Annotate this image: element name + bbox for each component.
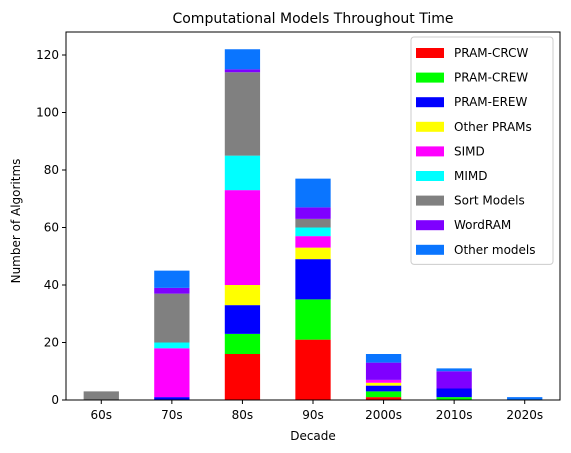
legend-swatch-sort-models [416, 195, 444, 206]
y-tick-label: 100 [36, 106, 59, 120]
y-tick-label: 60 [44, 221, 59, 235]
bar-segment-other-models-2000s [365, 354, 402, 363]
x-tick-label: 70s [161, 408, 183, 422]
bar-segment-mimd-70s [154, 342, 190, 349]
x-axis-label: Decade [290, 429, 336, 443]
bar-segment-other-models-80s [224, 49, 261, 70]
bar-segment-other-prams-80s [224, 285, 261, 306]
legend-swatch-wordram [416, 220, 444, 231]
legend-label-sort-models: Sort Models [454, 194, 525, 208]
bar-segment-other-prams-90s [295, 247, 331, 260]
bar-segment-pram-erew-70s [154, 397, 190, 401]
legend-swatch-pram-crcw [416, 48, 444, 58]
legend-label-wordram: WordRAM [454, 218, 511, 232]
bar-segment-pram-erew-2010s [436, 388, 472, 398]
y-axis-label: Number of Algoritms [9, 159, 23, 284]
bar-segment-other-prams-2000s [365, 382, 402, 386]
bar-segment-wordram-2010s [436, 371, 472, 389]
bar-segment-mimd-80s [224, 155, 261, 191]
chart-title: Computational Models Throughout Time [172, 11, 453, 27]
x-tick-label: 2010s [436, 408, 473, 422]
bar-segment-pram-erew-2000s [365, 385, 402, 392]
bar-segment-pram-crcw-90s [295, 339, 331, 401]
bar-segment-simd-2000s [365, 379, 402, 383]
bar-segment-mimd-90s [295, 227, 331, 237]
bars-layer [83, 49, 543, 401]
legend-label-pram-crcw: PRAM-CRCW [454, 46, 528, 60]
legend-swatch-pram-crew [416, 72, 444, 83]
legend-label-other-models: Other models [454, 243, 536, 257]
x-tick-label: 80s [232, 408, 254, 422]
bar-segment-pram-crew-90s [295, 299, 331, 340]
legend-swatch-mimd [416, 171, 444, 181]
legend-label-pram-erew: PRAM-EREW [454, 95, 527, 109]
bar-segment-sort-models-70s [154, 293, 190, 343]
bar-segment-sort-models-60s [83, 391, 119, 401]
legend: PRAM-CRCW PRAM-CREW PRAM-EREW Other PRAMs SI… [410, 36, 554, 265]
bar-segment-other-models-70s [154, 270, 190, 288]
legend-box [410, 36, 554, 265]
x-tick-label: 60s [91, 408, 113, 422]
legend-swatch-pram-erew [416, 97, 444, 108]
y-tick-label: 20 [44, 336, 59, 350]
x-tick-label: 90s [302, 408, 324, 422]
y-tick-label: 80 [44, 163, 59, 177]
axes-layer: 0 20 40 60 80 100 120 60s 70s 80s 90s 2000s 2010s 202… [36, 31, 561, 422]
y-tick-label: 120 [36, 48, 59, 62]
y-tick-label: 0 [51, 393, 59, 407]
bar-segment-simd-80s [224, 190, 261, 286]
x-tick-label: 2020s [506, 408, 543, 422]
bar-segment-wordram-80s [224, 69, 261, 73]
bar-segment-wordram-70s [154, 287, 190, 294]
legend-label-mimd: MIMD [454, 169, 488, 183]
bar-segment-sort-models-80s [224, 72, 261, 156]
legend-swatch-other-prams [416, 121, 444, 132]
bar-segment-pram-crew-2010s [436, 397, 472, 401]
bar-segment-wordram-2000s [365, 362, 402, 380]
bar-segment-other-models-2010s [436, 368, 472, 372]
bar-segment-pram-crew-80s [224, 333, 261, 355]
legend-label-other-prams: Other PRAMs [454, 120, 532, 134]
bar-segment-pram-crcw-2000s [365, 397, 402, 401]
bar-segment-simd-70s [154, 348, 190, 398]
bar-segment-simd-90s [295, 236, 331, 248]
bar-segment-sort-models-90s [295, 218, 331, 228]
legend-swatch-simd [416, 146, 444, 157]
y-tick-label: 40 [44, 278, 59, 292]
bar-segment-pram-crew-2000s [365, 391, 402, 398]
bar-segment-pram-crcw-80s [224, 354, 261, 400]
legend-label-pram-crew: PRAM-CREW [454, 71, 528, 85]
legend-label-simd: SIMD [454, 144, 485, 158]
legend-swatch-other-models [416, 244, 444, 255]
bar-segment-pram-erew-90s [295, 259, 331, 300]
bar-segment-wordram-90s [295, 207, 331, 219]
x-tick-label: 2000s [365, 408, 402, 422]
bar-segment-pram-erew-80s [224, 305, 261, 334]
bar-segment-other-models-90s [295, 178, 331, 208]
bar-segment-other-models-2020s [507, 397, 543, 401]
